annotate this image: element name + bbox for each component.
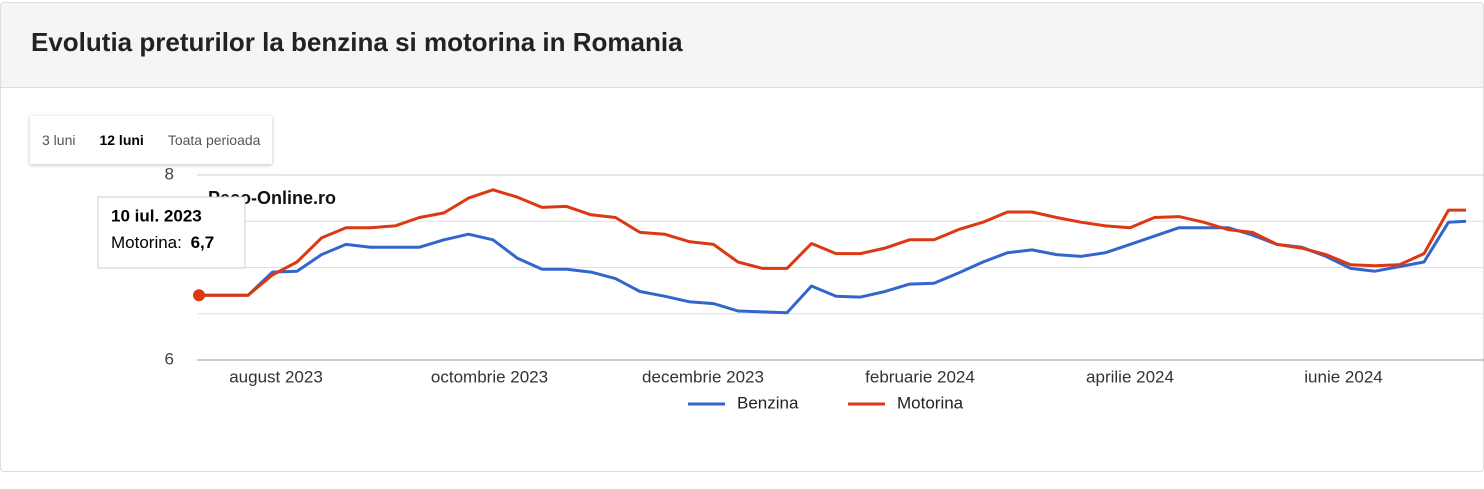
legend-label: Motorina	[897, 393, 964, 412]
header: Evolutia preturilor la benzina si motori…	[1, 3, 1483, 88]
card: Evolutia preturilor la benzina si motori…	[0, 2, 1484, 472]
range-button[interactable]: Toata perioada	[167, 132, 261, 148]
page-title: Evolutia preturilor la benzina si motori…	[31, 27, 683, 57]
x-tick-label: februarie 2024	[865, 367, 975, 386]
x-tick-label: octombrie 2023	[431, 367, 548, 386]
tooltip-date: 10 iul. 2023	[111, 206, 202, 225]
series-line	[199, 188, 1466, 297]
range-buttons: 3 luni 12 luni Toata perioada	[30, 116, 273, 164]
tooltip-value: 6,7	[191, 233, 215, 252]
x-tick-label: aprilie 2024	[1086, 367, 1174, 386]
y-tick-label: 6	[165, 349, 174, 368]
highlight-point	[193, 289, 205, 302]
y-tick-label: 8	[165, 164, 174, 183]
x-tick-label: iunie 2024	[1304, 367, 1382, 386]
range-button[interactable]: 12 luni	[99, 132, 144, 148]
tooltip-series: Motorina:	[111, 233, 187, 252]
tooltip-box	[97, 196, 246, 269]
series-line	[199, 219, 1467, 315]
x-tick-label: decembrie 2023	[642, 367, 764, 386]
tooltip-label: Motorina: 6,7	[111, 233, 214, 252]
x-tick-label: august 2023	[229, 367, 323, 386]
range-button[interactable]: 3 luni	[42, 132, 76, 148]
legend-label: Benzina	[737, 393, 799, 412]
